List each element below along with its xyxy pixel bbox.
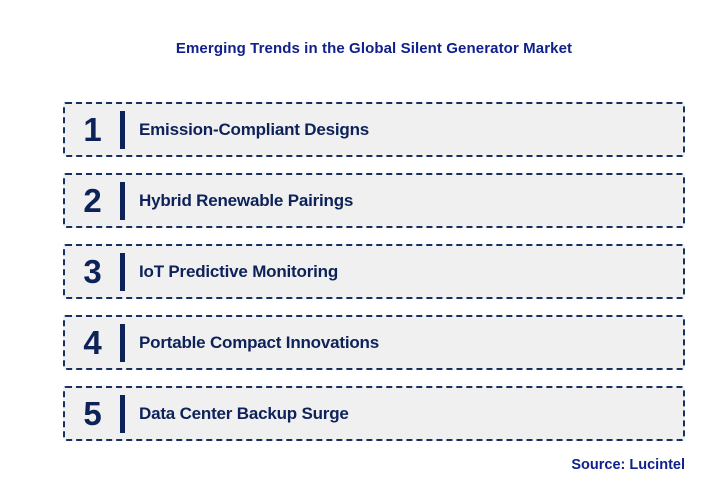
trend-label: Data Center Backup Surge — [139, 403, 349, 423]
trend-item-3: 3 IoT Predictive Monitoring — [63, 244, 685, 299]
trend-list: 1 Emission-Compliant Designs 2 Hybrid Re… — [63, 102, 685, 457]
trend-label: Portable Compact Innovations — [139, 332, 379, 352]
trend-item-4: 4 Portable Compact Innovations — [63, 315, 685, 370]
trend-number: 5 — [83, 395, 102, 432]
trend-number: 1 — [83, 111, 102, 148]
trend-label: Emission-Compliant Designs — [139, 119, 370, 139]
trend-item-1: 1 Emission-Compliant Designs — [63, 102, 685, 157]
source-credit: Source: Lucintel — [571, 457, 685, 473]
trend-label: IoT Predictive Monitoring — [139, 261, 339, 281]
trend-label: Hybrid Renewable Pairings — [139, 190, 354, 210]
divider-bar — [120, 181, 125, 220]
trend-item-5: 5 Data Center Backup Surge — [63, 386, 685, 441]
divider-bar — [120, 252, 125, 291]
divider-bar — [120, 110, 125, 149]
divider-bar — [120, 323, 125, 362]
trend-number: 3 — [83, 253, 102, 290]
trend-number: 4 — [83, 324, 102, 361]
trend-number: 2 — [83, 182, 102, 219]
trend-item-2: 2 Hybrid Renewable Pairings — [63, 173, 685, 228]
page-title: Emerging Trends in the Global Silent Gen… — [175, 40, 573, 57]
divider-bar — [120, 394, 125, 433]
